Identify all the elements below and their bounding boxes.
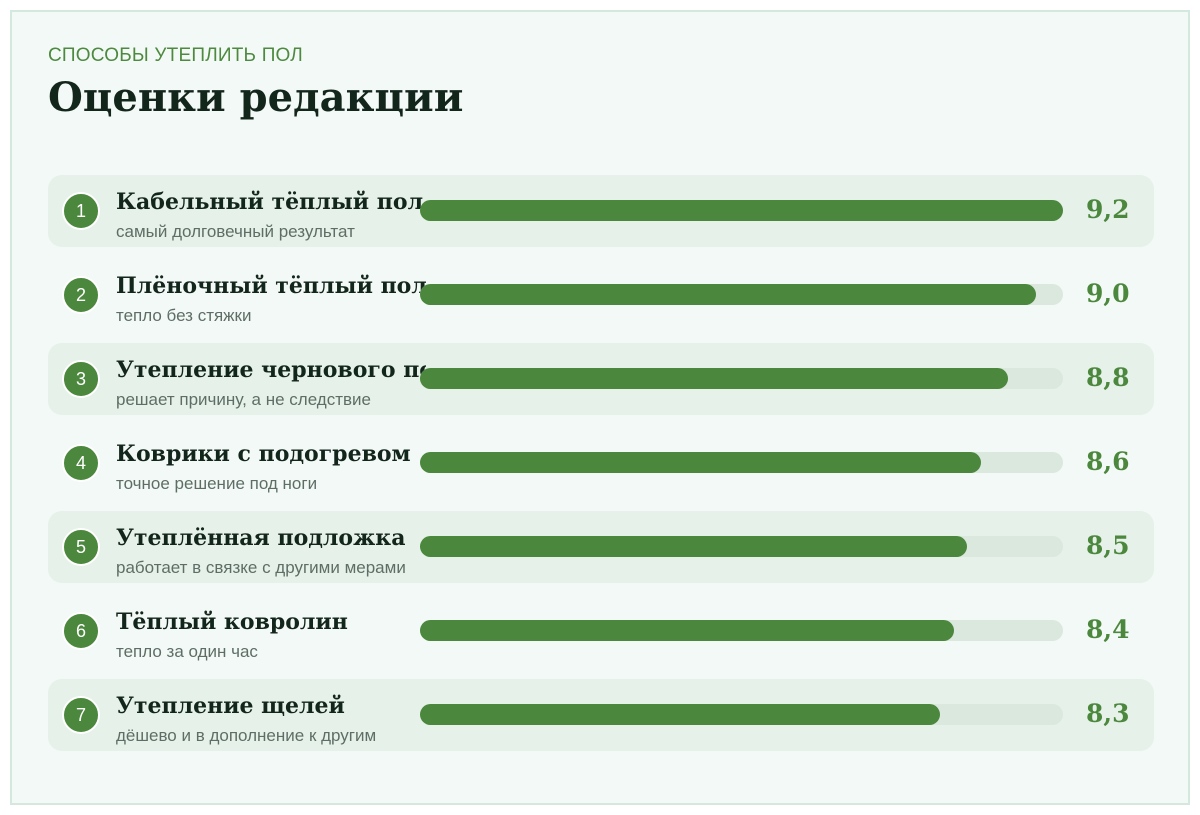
item-name: Утеплённая подложка [116,525,406,551]
score-bar-track [420,620,1063,641]
score-bar-track [420,284,1063,305]
rating-row: 3 Утепление чернового пола решает причину,… [48,343,1154,415]
score-bar-track [420,536,1063,557]
score-bar-track [420,452,1063,473]
score-bar [420,200,1063,221]
item-name: Утепление чернового пола [116,357,426,383]
score-label: 8,4 [1086,615,1130,644]
score-bar [420,368,1008,389]
item-name: Кабельный тёплый пол [116,189,424,215]
item-name: Коврики с подогревом [116,441,411,467]
rank-badge: 1 [62,192,100,230]
rating-row: 4 Коврики с подогревом точное решение под … [48,427,1154,499]
score-label: 9,2 [1086,195,1130,224]
item-description: работает в связке с другими мерами [116,558,406,577]
score-bar-track [420,704,1063,725]
score-label: 8,3 [1086,699,1130,728]
score-label: 8,6 [1086,447,1130,476]
rank-badge: 4 [62,444,100,482]
score-bar [420,620,954,641]
rating-row: 1 Кабельный тёплый пол самый долговечный р… [48,175,1154,247]
score-label: 8,5 [1086,531,1130,560]
rank-badge: 6 [62,612,100,650]
rating-row: 6 Тёплый ковролин тепло за один час 8,4 [48,595,1154,667]
score-bar-track [420,368,1063,389]
score-bar [420,704,940,725]
score-label: 8,8 [1086,363,1130,392]
score-bar-track [420,200,1063,221]
item-name: Утепление щелей [116,693,345,719]
rank-badge: 5 [62,528,100,566]
eyebrow-label: СПОСОБЫ УТЕПЛИТЬ ПОЛ [48,45,303,66]
item-name: Тёплый ковролин [116,609,348,635]
score-bar [420,452,981,473]
item-description: тепло без стяжки [116,306,252,325]
item-description: точное решение под ноги [116,474,318,493]
rank-badge: 7 [62,696,100,734]
rating-row: 5 Утеплённая подложка работает в связке с … [48,511,1154,583]
item-description: самый долговечный результат [116,222,355,241]
page-title: Оценки редакции [48,74,464,121]
item-description: тепло за один час [116,642,258,661]
score-bar [420,536,967,557]
item-description: решает причину, а не следствие [116,390,371,409]
rank-badge: 2 [62,276,100,314]
score-bar [420,284,1036,305]
ratings-card: СПОСОБЫ УТЕПЛИТЬ ПОЛ Оценки редакции 1 Ка… [10,10,1190,805]
rating-row: 2 Плёночный тёплый пол тепло без стяжки 9,0 [48,259,1154,331]
item-description: дёшево и в дополнение к другим [116,726,377,745]
rank-badge: 3 [62,360,100,398]
score-label: 9,0 [1086,279,1130,308]
item-name: Плёночный тёплый пол [116,273,426,299]
rating-row: 7 Утепление щелей дёшево и в дополнение к … [48,679,1154,751]
